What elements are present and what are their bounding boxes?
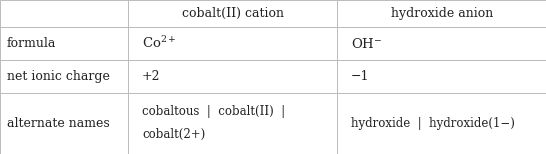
Bar: [0, 27, 128, 60]
Bar: [0, 0, 128, 27]
Bar: [128, 60, 337, 93]
Bar: [128, 27, 337, 60]
Bar: [337, 60, 546, 93]
Text: alternate names: alternate names: [7, 117, 109, 130]
Text: $\mathregular{OH^{-}}$: $\mathregular{OH^{-}}$: [351, 36, 382, 51]
Bar: [0, 60, 128, 93]
Bar: [128, 0, 337, 27]
Text: net ionic charge: net ionic charge: [7, 70, 109, 83]
Text: cobalt(2+): cobalt(2+): [142, 128, 205, 141]
Text: hydroxide anion: hydroxide anion: [390, 7, 493, 20]
Bar: [128, 93, 337, 154]
Text: cobalt(II) cation: cobalt(II) cation: [182, 7, 284, 20]
Bar: [337, 27, 546, 60]
Text: $\mathregular{Co^{2+}}$: $\mathregular{Co^{2+}}$: [142, 36, 177, 51]
Text: +2: +2: [142, 70, 161, 83]
Bar: [337, 93, 546, 154]
Text: −1: −1: [351, 70, 370, 83]
Bar: [0, 93, 128, 154]
Bar: [337, 0, 546, 27]
Text: cobaltous  |  cobalt(II)  |: cobaltous | cobalt(II) |: [142, 105, 285, 118]
Text: hydroxide  |  hydroxide(1−): hydroxide | hydroxide(1−): [351, 117, 515, 130]
Text: formula: formula: [7, 37, 56, 50]
